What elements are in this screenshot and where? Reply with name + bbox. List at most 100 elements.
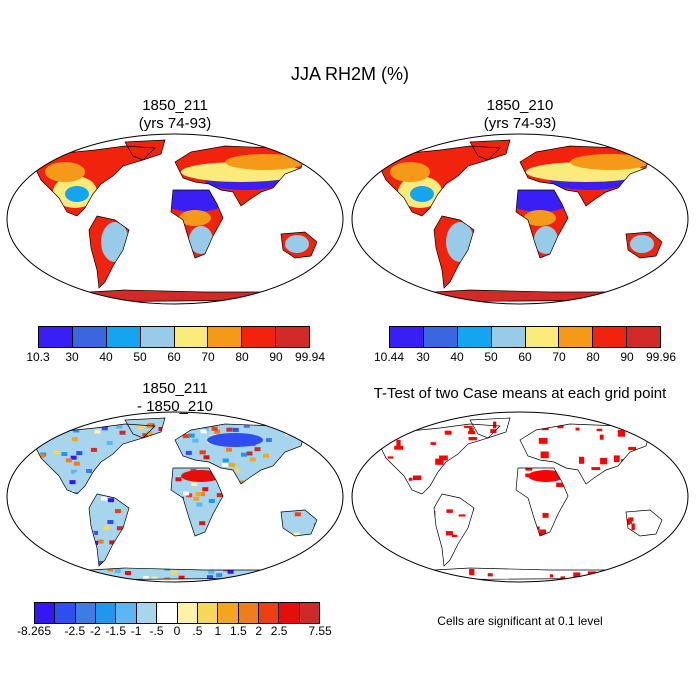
colorbar-panel-3-swatch <box>96 603 117 623</box>
panel-1-title-line1: 1850_211 <box>142 97 208 114</box>
north-america-outline <box>377 423 501 495</box>
panel-4-title: T-Test of two Case means at each grid po… <box>350 385 690 403</box>
land-field <box>378 418 662 580</box>
panel-1-title-line2: (yrs 74-93) <box>138 115 212 132</box>
colorbar-panel-3-tick-label: 1.5 <box>229 624 247 638</box>
colorbar-panel-3-labels: -8.265 -2.5 -2 -1.5 -1 -.5 0 .5 1 1.5 2 2.5 7.55 <box>17 624 332 638</box>
colorbar-panel-2-tick-label: 10.44 <box>373 350 405 364</box>
colorbar-panel-2-swatch <box>525 327 560 347</box>
colorbar-panel-1-tick-label: 30 <box>65 350 79 364</box>
colorbar-panel-1-swatch <box>208 327 243 347</box>
europe-asia-outline <box>174 423 306 485</box>
colorbar-panel-2-tick-label: 60 <box>518 350 532 364</box>
map-frame <box>351 411 689 583</box>
australia-outline <box>280 231 318 259</box>
colorbar-panel-3-swatch <box>75 603 97 623</box>
colorbar-panel-1-swatch <box>72 327 107 347</box>
south-america-outline <box>88 493 130 567</box>
colorbar-panel-2-swatch <box>423 327 458 347</box>
colorbar-panel-1-labels: 10.3 30 40 50 60 70 80 90 99.94 <box>26 350 325 364</box>
significance-note: Cells are significant at 0.1 level <box>437 614 603 628</box>
colorbar-panel-3-swatch <box>197 603 219 623</box>
colorbar-panel-1-swatch <box>106 327 141 347</box>
colorbar-panel-3-tick-label: .5 <box>192 624 203 638</box>
colorbar-panel-2-tick-label: 30 <box>416 350 430 364</box>
colorbar-panel-3-swatch <box>136 603 158 623</box>
colorbar-panel-2-swatch <box>457 327 492 347</box>
panel-2-title-line2: (yrs 74-93) <box>483 115 557 132</box>
colorbar-panel-2-tick-label: 99.96 <box>645 350 677 364</box>
panel-2-title-line1: 1850_210 <box>486 97 554 114</box>
colorbar-panel-3-swatch <box>35 603 56 623</box>
north-america-outline <box>377 145 501 217</box>
colorbar-panel-3-swatch <box>116 603 137 623</box>
colorbar-panel-2 <box>389 326 661 348</box>
colorbar-panel-3-tick-label: 1 <box>214 624 222 638</box>
colorbar-panel-1-tick-label: 99.94 <box>294 350 326 364</box>
africa-outline <box>170 189 224 259</box>
map-frame <box>351 133 689 305</box>
greenland-outline <box>469 139 511 161</box>
colorbar-panel-3-tick-label: 0 <box>173 624 181 638</box>
south-america-outline <box>433 493 475 567</box>
colorbar-panel-1-swatch <box>39 327 73 347</box>
north-america-outline <box>32 145 156 217</box>
colorbar-panel-2-tick-label: 40 <box>450 350 464 364</box>
colorbar-panel-1-tick-label: 70 <box>201 350 215 364</box>
colorbar-panel-1-tick-label: 60 <box>167 350 181 364</box>
colorbar-panel-3-tick-label: -.5 <box>149 624 164 638</box>
colorbar-panel-1 <box>38 326 310 348</box>
panel-3-title-line1: 1850_211 <box>142 380 208 397</box>
map-panel-3 <box>6 411 344 583</box>
colorbar-panel-2-swatch <box>559 327 594 347</box>
north-america-outline <box>32 423 156 495</box>
colorbar-panel-3-swatch <box>157 603 178 623</box>
colorbar-panel-3-swatch <box>177 603 198 623</box>
colorbar-panel-1-tick-label: 90 <box>269 350 283 364</box>
colorbar-panel-3-tick-label: -8.265 <box>16 624 52 638</box>
greenland-outline <box>124 417 166 439</box>
greenland-outline <box>469 417 511 439</box>
europe-asia-outline <box>519 423 651 485</box>
panel-3-title: 1850_211 - 1850_210 <box>5 380 345 416</box>
australia-outline <box>625 509 663 537</box>
colorbar-panel-3-tick-label: -1.5 <box>105 624 127 638</box>
south-america-outline <box>433 215 475 289</box>
panel-3-title-line2: - 1850_210 <box>137 398 213 415</box>
colorbar-panel-3-tick-label: 2.5 <box>270 624 288 638</box>
colorbar-panel-3-swatch <box>238 603 259 623</box>
land-field <box>378 140 662 302</box>
colorbar-panel-1-swatch <box>242 327 277 347</box>
colorbar-panel-3-tick-label: -1 <box>130 624 142 638</box>
south-america-outline <box>88 215 130 289</box>
colorbar-panel-1-swatch <box>140 327 175 347</box>
colorbar-panel-1-tick-label: 40 <box>99 350 113 364</box>
colorbar-panel-2-swatch <box>390 327 424 347</box>
colorbar-panel-1-tick-label: 10.3 <box>26 350 50 364</box>
figure-title: JJA RH2M (%) <box>290 64 409 84</box>
colorbar-panel-2-labels: 10.44 30 40 50 60 70 80 90 99.96 <box>374 350 676 364</box>
colorbar-panel-1-tick-label: 80 <box>235 350 249 364</box>
australia-outline <box>280 509 318 537</box>
colorbar-panel-2-swatch <box>627 327 660 347</box>
map-panel-1 <box>6 133 344 305</box>
map-panel-4 <box>351 411 689 583</box>
australia-outline <box>625 231 663 259</box>
map-frame <box>6 133 344 305</box>
europe-asia-outline <box>519 145 651 207</box>
colorbar-panel-1-swatch <box>174 327 209 347</box>
europe-asia-outline <box>174 145 306 207</box>
greenland-outline <box>124 139 166 161</box>
panel-4-title-line1: T-Test of two Case means at each grid po… <box>373 385 667 402</box>
colorbar-panel-3 <box>34 602 320 624</box>
colorbar-panel-2-tick-label: 80 <box>586 350 600 364</box>
colorbar-panel-3-tick-label: 2 <box>255 624 263 638</box>
land-field <box>33 418 317 580</box>
colorbar-panel-2-tick-label: 90 <box>620 350 634 364</box>
colorbar-panel-2-swatch <box>593 327 628 347</box>
colorbar-panel-3-swatch <box>258 603 280 623</box>
colorbar-panel-3-tick-label: -2.5 <box>64 624 86 638</box>
africa-outline <box>515 467 569 537</box>
colorbar-panel-3-swatch <box>299 603 320 623</box>
colorbar-panel-3-tick-label: 7.55 <box>308 624 332 638</box>
